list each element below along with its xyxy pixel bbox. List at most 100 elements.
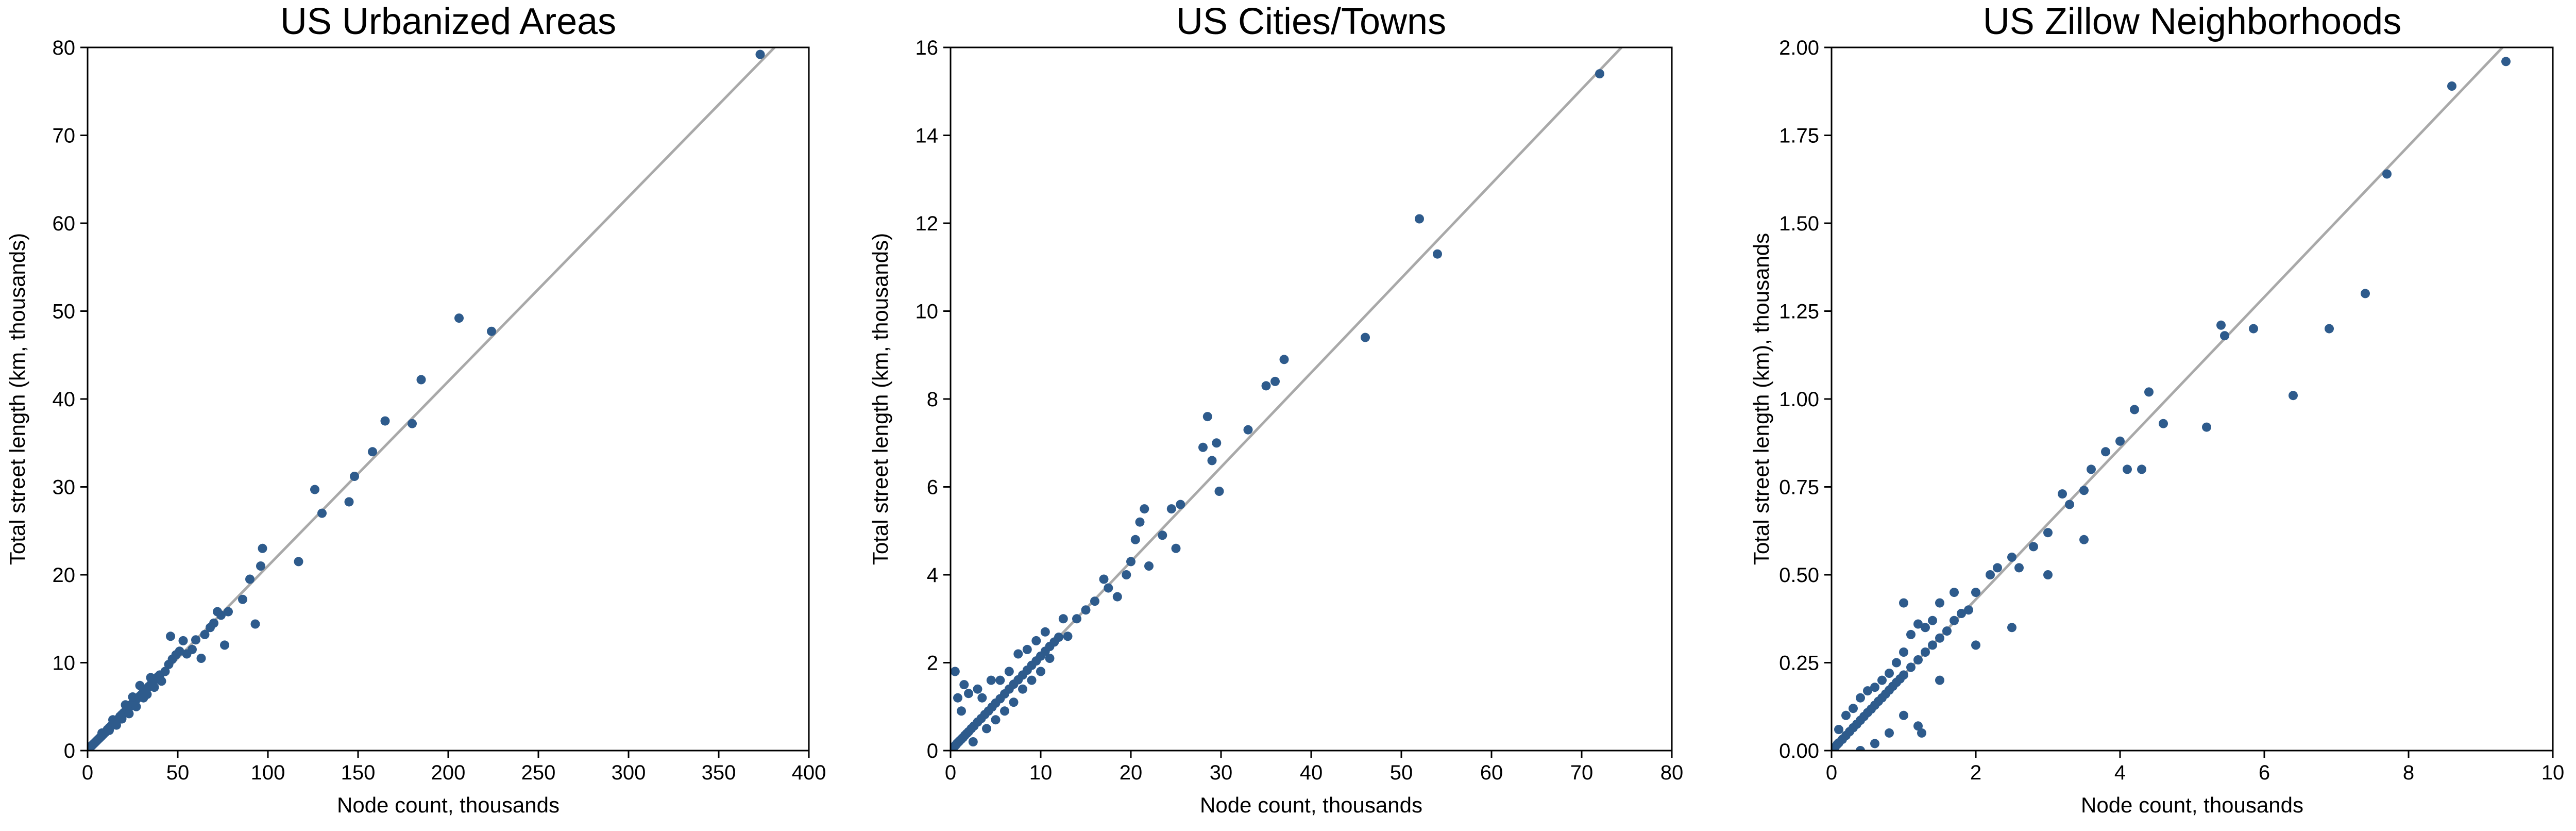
data-point	[2123, 464, 2132, 474]
data-point	[245, 574, 255, 584]
data-point	[995, 675, 1005, 685]
data-point	[1270, 376, 1280, 386]
scatter-points	[951, 69, 1604, 751]
data-point	[1964, 605, 1973, 615]
data-point	[977, 693, 987, 703]
x-tick-label: 0	[945, 761, 956, 784]
data-point	[2101, 447, 2110, 457]
panels: 0 50 100 150 200 250 300 350 4000102030405060708…	[5, 1, 2565, 817]
data-point	[1158, 530, 1167, 540]
data-point	[1036, 667, 1045, 676]
data-point	[238, 594, 247, 604]
data-point	[1361, 333, 1370, 342]
data-point	[2058, 489, 2067, 499]
x-tick-label: 70	[1570, 761, 1594, 784]
y-tick-label: 0.75	[1779, 476, 1819, 499]
x-tick-label: 30	[1210, 761, 1233, 784]
data-point	[1993, 563, 2002, 573]
data-point	[310, 485, 319, 494]
y-tick-label: 14	[916, 125, 939, 147]
x-tick-label: 10	[2541, 761, 2565, 784]
data-point	[1000, 706, 1009, 716]
data-point	[1971, 640, 1980, 650]
y-tick-label: 20	[53, 564, 76, 587]
data-point	[2043, 528, 2053, 538]
data-point	[1207, 456, 1217, 466]
data-point	[408, 419, 417, 428]
data-point	[220, 640, 229, 650]
y-tick-label: 30	[53, 476, 76, 499]
data-point	[1122, 570, 1131, 579]
data-point	[2130, 405, 2139, 414]
data-point	[2007, 552, 2016, 562]
data-point	[982, 724, 991, 734]
data-point	[1921, 647, 1930, 657]
chart-title: US Urbanized Areas	[280, 1, 616, 42]
x-tick-label: 400	[792, 761, 826, 784]
data-point	[1899, 670, 1908, 680]
data-point	[2029, 542, 2038, 552]
data-point	[1126, 557, 1136, 567]
data-point	[1130, 535, 1140, 544]
data-point	[1950, 616, 1959, 625]
data-point	[112, 720, 121, 730]
data-point	[1917, 728, 1926, 738]
data-point	[2043, 570, 2053, 579]
y-tick-label: 1.00	[1779, 388, 1819, 411]
data-point	[1935, 675, 1944, 685]
x-tick-label: 4	[2114, 761, 2126, 784]
x-tick-label: 300	[612, 761, 646, 784]
y-tick-label: 4	[927, 564, 938, 587]
data-point	[2325, 324, 2334, 334]
y-tick-label: 60	[53, 212, 76, 235]
data-point	[1031, 636, 1041, 645]
y-tick-label: 0	[927, 740, 938, 762]
data-point	[146, 673, 156, 683]
data-point	[135, 680, 145, 690]
data-point	[256, 561, 265, 571]
y-tick-label: 10	[53, 652, 76, 675]
data-point	[2087, 464, 2096, 474]
data-point	[1950, 588, 1959, 597]
y-tick-label: 1.50	[1779, 212, 1819, 235]
y-axis-label: Total street length (km), thousands	[1749, 233, 1773, 565]
x-tick-label: 40	[1300, 761, 1323, 784]
x-tick-label: 6	[2259, 761, 2270, 784]
data-point	[1063, 631, 1073, 641]
data-point	[1870, 739, 1879, 749]
data-point	[973, 684, 982, 694]
chart-title: US Cities/Towns	[1176, 1, 1446, 42]
data-point	[1090, 596, 1099, 606]
data-point	[416, 375, 426, 385]
data-point	[191, 635, 200, 645]
y-axis-label: Total street length (km, thousands)	[5, 233, 29, 565]
y-tick-label: 10	[916, 301, 939, 323]
data-point	[1415, 214, 1424, 224]
data-point	[317, 508, 327, 518]
data-point	[2079, 535, 2089, 544]
data-point	[350, 472, 359, 481]
data-point	[991, 715, 1001, 725]
data-point	[2361, 289, 2370, 298]
data-point	[1214, 487, 1224, 496]
data-point	[1906, 629, 1916, 639]
data-point	[1957, 609, 1966, 618]
data-point	[178, 636, 188, 645]
y-tick-label: 0.25	[1779, 652, 1819, 675]
data-point	[2249, 324, 2258, 334]
data-point	[1863, 686, 1872, 696]
x-tick-label: 150	[341, 761, 376, 784]
x-tick-label: 0	[82, 761, 93, 784]
y-tick-label: 0	[64, 740, 75, 762]
data-point	[131, 702, 141, 711]
scatter-points	[88, 49, 765, 751]
x-tick-label: 20	[1120, 761, 1143, 784]
x-axis-label: Node count, thousands	[2081, 793, 2303, 817]
data-point	[124, 709, 134, 719]
data-point	[968, 737, 978, 746]
chart-panel-3: 0 2 4 6 8 10 0.00 0.25 0.50 0.75 1.00 1.25 1.50 1.75 2…	[1749, 1, 2565, 817]
data-point	[2220, 331, 2229, 341]
x-tick-label: 60	[1480, 761, 1503, 784]
data-point	[2079, 486, 2089, 495]
